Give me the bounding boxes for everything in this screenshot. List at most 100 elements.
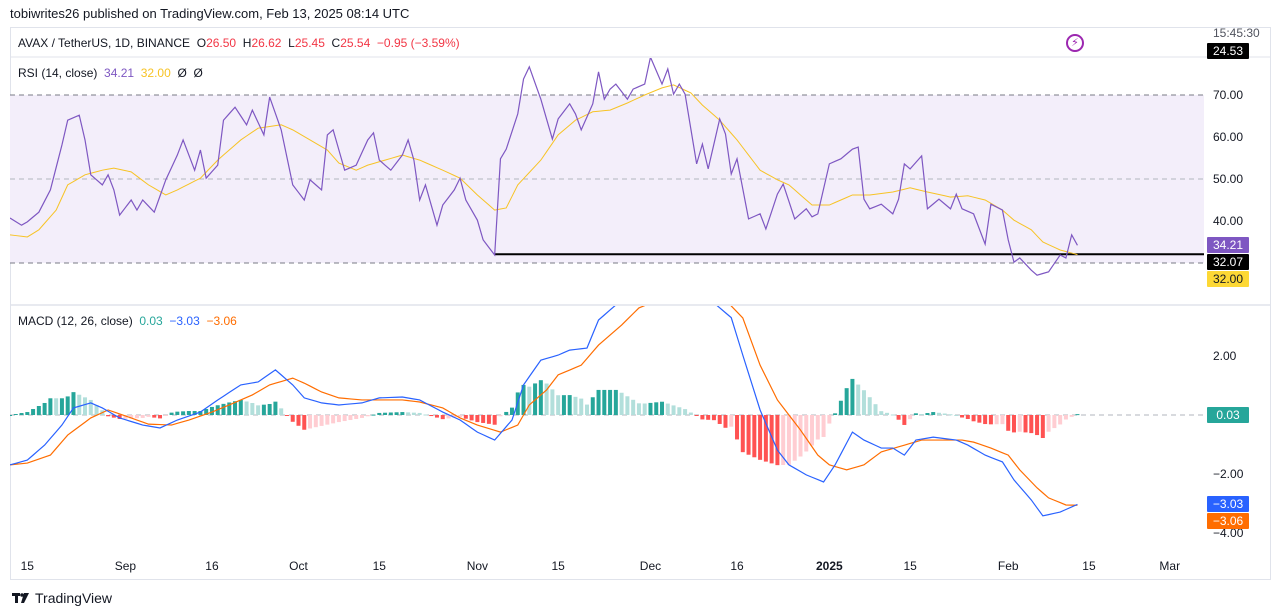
histogram-bar [838, 400, 843, 415]
histogram-bar [65, 396, 70, 415]
histogram-bar [1035, 415, 1040, 436]
histogram-bar [856, 384, 861, 415]
histogram-bar [1000, 415, 1005, 425]
histogram-bar [492, 415, 497, 425]
histogram-bar [619, 392, 624, 415]
histogram-bar [671, 405, 676, 415]
rsi-last-tag: 34.21 [1207, 237, 1249, 253]
histogram-bar [913, 413, 918, 415]
histogram-bar [683, 409, 688, 415]
histogram-bar [10, 415, 12, 416]
histogram-bar [786, 415, 791, 465]
symbol-legend[interactable]: AVAX / TetherUS, 1D, BINANCE O26.50 H26.… [18, 36, 460, 50]
macd-last-tag: −3.03 [1207, 496, 1249, 512]
lightning-icon[interactable]: ⚡ [1066, 34, 1084, 52]
histogram-bar [13, 414, 18, 416]
hist-value: 0.03 [139, 314, 163, 328]
histogram-bar [625, 396, 630, 415]
histogram-bar [988, 415, 993, 425]
change-value: −0.95 (−3.59%) [376, 36, 460, 50]
histogram-bar [336, 415, 341, 423]
low-value: 25.45 [294, 36, 325, 50]
histogram-bar [175, 411, 180, 415]
histogram-bar [296, 415, 301, 426]
histogram-bar [994, 415, 999, 425]
histogram-bar [233, 401, 238, 415]
rsi-ma-value: 32.00 [140, 66, 171, 80]
time-tick: 15 [903, 559, 917, 573]
histogram-bar [290, 415, 295, 422]
time-tick: 15 [1082, 559, 1096, 573]
time-tick: Nov [467, 559, 488, 573]
macd-y-tick: −4.00 [1213, 526, 1244, 540]
histogram-bar [660, 401, 665, 415]
rsi-y-tick: 70.00 [1213, 88, 1243, 102]
histogram-bar [561, 395, 566, 415]
histogram-bar [319, 415, 324, 426]
histogram-bar [1006, 415, 1011, 431]
histogram-bar [844, 388, 849, 415]
histogram-bar [19, 413, 24, 415]
histogram-bar [810, 415, 815, 446]
histogram-bar [896, 415, 901, 420]
histogram-bar [781, 415, 786, 466]
histogram-bar [440, 415, 445, 420]
histogram-bar [833, 413, 838, 415]
histogram-bar [983, 415, 988, 425]
time-tick: Sep [115, 559, 137, 573]
histogram-bar [954, 415, 959, 416]
histogram-bar [665, 403, 670, 415]
histogram-bar [36, 406, 41, 415]
histogram-bar [117, 415, 122, 419]
footer-brand-label: TradingView [35, 590, 113, 606]
histogram-bar [936, 412, 941, 415]
histogram-bar [867, 397, 872, 415]
histogram-bar [198, 411, 203, 415]
support-line-tag: 32.07 [1207, 254, 1249, 270]
histogram-bar [579, 398, 584, 415]
histogram-bar [590, 397, 595, 415]
rsi-y-tick: 40.00 [1213, 214, 1243, 228]
histogram-bar [325, 415, 330, 425]
histogram-bar [885, 412, 890, 415]
histogram-bar [209, 406, 214, 415]
symbol-name: AVAX / TetherUS, 1D, BINANCE [18, 36, 191, 50]
open-value: 26.50 [206, 36, 237, 50]
histogram-bar [354, 415, 359, 419]
histogram-bar [879, 411, 884, 415]
tradingview-logo-icon [12, 593, 29, 603]
publish-line: tobiwrites26 published on TradingView.co… [10, 6, 410, 21]
histogram-bar [775, 415, 780, 466]
histogram-bar [977, 415, 982, 423]
histogram-bar [700, 415, 705, 420]
histogram-bar [509, 407, 514, 415]
time-tick: 15 [373, 559, 387, 573]
histogram-bar [250, 403, 255, 415]
histogram-bar [752, 415, 757, 458]
histogram-bar [729, 415, 734, 427]
macd-line [10, 306, 1078, 517]
chart-frame [10, 27, 1271, 580]
histogram-bar [417, 412, 422, 415]
macd-legend[interactable]: MACD (12, 26, close) 0.03 −3.03 −3.06 [18, 314, 237, 328]
histogram-bar [434, 415, 439, 418]
histogram-bar [960, 415, 965, 418]
histogram-bar [313, 415, 318, 428]
rsi-legend[interactable]: RSI (14, close) 34.21 32.00 Ø Ø [18, 66, 203, 80]
rsi-y-tick: 60.00 [1213, 130, 1243, 144]
histogram-bar [498, 415, 503, 417]
histogram-bar [798, 415, 803, 457]
histogram-bar [452, 415, 457, 418]
histogram-bar [608, 389, 613, 415]
histogram-bar [677, 407, 682, 415]
histogram-bar [348, 415, 353, 421]
histogram-bar [261, 404, 266, 415]
histogram-bar [694, 415, 699, 416]
footer-brand[interactable]: TradingView [12, 590, 112, 606]
histogram-bar [169, 412, 174, 415]
histogram-bar [129, 415, 134, 419]
histogram-bar [475, 415, 480, 423]
histogram-bar [331, 415, 336, 424]
histogram-bar [400, 412, 405, 415]
